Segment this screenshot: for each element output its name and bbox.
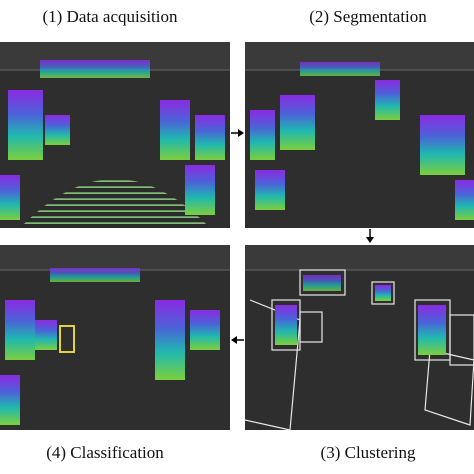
panel-image: [0, 245, 230, 430]
panel-image: [244, 245, 474, 431]
panel-image: [245, 42, 474, 228]
flow-arrow: [231, 336, 244, 344]
panel-image: [0, 42, 230, 228]
panel-label: (2) Segmentation: [309, 7, 427, 26]
panel-label: (4) Classification: [46, 443, 164, 462]
flow-arrow: [366, 229, 374, 243]
panel-label: (1) Data acquisition: [42, 7, 178, 26]
panel-label: (3) Clustering: [321, 443, 416, 462]
flow-arrow: [231, 129, 244, 137]
